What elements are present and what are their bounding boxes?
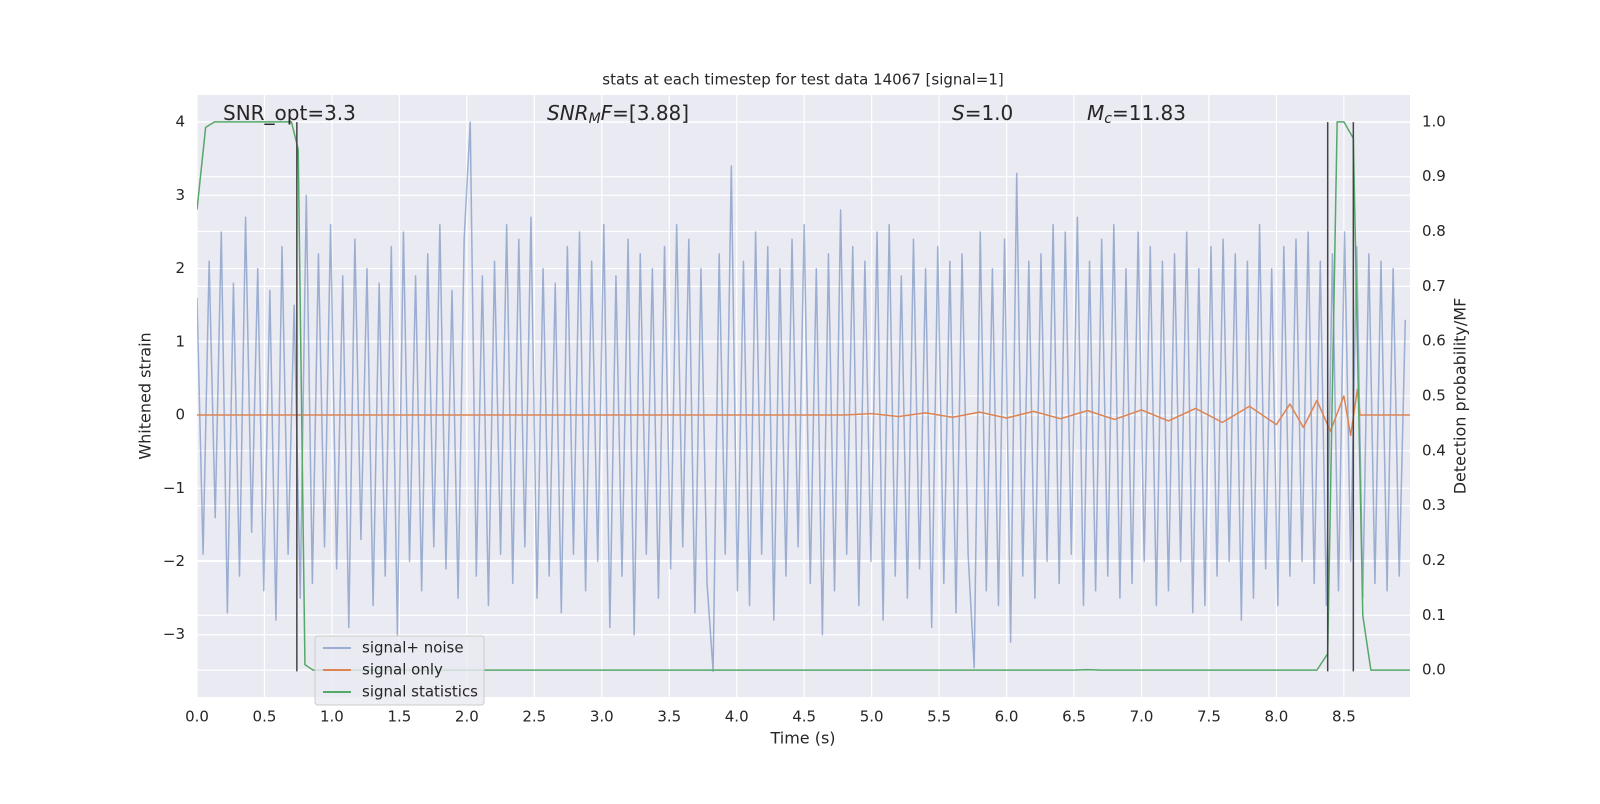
annotation: SNRMF=[3.88] bbox=[547, 101, 689, 128]
y2-tick-label: 0.7 bbox=[1422, 277, 1446, 295]
x-tick-label: 8.0 bbox=[1264, 708, 1288, 726]
x-tick-label: 7.5 bbox=[1197, 708, 1221, 726]
y-tick-label: 1 bbox=[175, 332, 185, 350]
y2-tick-label: 0.3 bbox=[1422, 496, 1446, 514]
annotation-part: F bbox=[601, 101, 613, 125]
y2-tick-label: 0.4 bbox=[1422, 441, 1446, 459]
y-tick-label: 0 bbox=[175, 406, 185, 424]
legend-label: signal statistics bbox=[362, 683, 478, 701]
annotation-part: =1.0 bbox=[965, 101, 1014, 125]
x-tick-label: 0.5 bbox=[253, 708, 277, 726]
y2-tick-label: 0.9 bbox=[1422, 167, 1446, 185]
annotation: SNR_opt=3.3 bbox=[223, 101, 356, 125]
annotation-part: SNR bbox=[547, 101, 589, 125]
y-tick-label: 4 bbox=[175, 113, 185, 131]
y2-tick-label: 0.1 bbox=[1422, 606, 1446, 624]
legend-label: signal+ noise bbox=[362, 639, 464, 657]
x-tick-label: 4.0 bbox=[725, 708, 749, 726]
y2-tick-label: 0.6 bbox=[1422, 332, 1446, 350]
plot-lines bbox=[197, 121, 1410, 673]
x-tick-label: 1.5 bbox=[387, 708, 411, 726]
x-tick-label: 0.0 bbox=[185, 708, 209, 726]
x-tick-label: 2.5 bbox=[522, 708, 546, 726]
x-axis-label: Time (s) bbox=[769, 729, 835, 748]
annotation: S=1.0 bbox=[952, 101, 1013, 125]
annotation-part: M bbox=[589, 111, 601, 127]
y2-axis-label: Detection probability/MF bbox=[1451, 298, 1470, 495]
x-tick-label: 2.0 bbox=[455, 708, 479, 726]
annotation-part: SNR_opt=3.3 bbox=[223, 101, 356, 125]
x-tick-label: 3.5 bbox=[657, 708, 681, 726]
legend-label: signal only bbox=[362, 661, 443, 679]
annotation-part: =[3.88] bbox=[612, 101, 689, 125]
annotation-part: =11.83 bbox=[1112, 101, 1186, 125]
y2-tick-label: 0.5 bbox=[1422, 387, 1446, 405]
y-tick-label: −2 bbox=[163, 552, 185, 570]
y2-tick-label: 0.2 bbox=[1422, 551, 1446, 569]
series-line bbox=[197, 388, 1410, 437]
chart-title: stats at each timestep for test data 140… bbox=[602, 71, 1003, 89]
legend-box bbox=[314, 635, 485, 706]
x-tick-label: 7.0 bbox=[1130, 708, 1154, 726]
x-tick-label: 1.0 bbox=[320, 708, 344, 726]
x-tick-label: 4.5 bbox=[792, 708, 816, 726]
x-tick-label: 3.0 bbox=[590, 708, 614, 726]
y-tick-label: 3 bbox=[175, 186, 185, 204]
y-tick-label: −3 bbox=[163, 625, 185, 643]
y2-tick-label: 0.8 bbox=[1422, 222, 1446, 240]
x-tick-label: 6.0 bbox=[995, 708, 1019, 726]
y2-tick-label: 0.0 bbox=[1422, 661, 1446, 679]
series-line bbox=[197, 121, 1407, 673]
annotation-part: M bbox=[1087, 101, 1104, 125]
annotation: Mc=11.83 bbox=[1087, 101, 1186, 128]
y-axis-label: Whitened strain bbox=[136, 332, 155, 459]
annotation-part: S bbox=[952, 101, 965, 125]
annotation-part: c bbox=[1104, 111, 1112, 127]
x-tick-label: 5.0 bbox=[860, 708, 884, 726]
x-tick-label: 8.5 bbox=[1332, 708, 1356, 726]
x-tick-label: 6.5 bbox=[1062, 708, 1086, 726]
y-tick-label: 2 bbox=[175, 259, 185, 277]
y2-tick-label: 1.0 bbox=[1422, 112, 1446, 130]
x-tick-label: 5.5 bbox=[927, 708, 951, 726]
y-tick-label: −1 bbox=[163, 479, 185, 497]
legend: signal+ noise signal only signal statistic… bbox=[314, 635, 485, 706]
